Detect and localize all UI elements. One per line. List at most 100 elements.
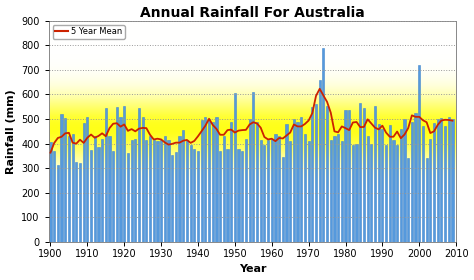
Bar (348, 110, 350, 242)
Bar (105, 108, 107, 242)
Bar (156, 141, 158, 242)
Bar (396, 145, 398, 242)
Bar (451, 119, 454, 242)
Bar (359, 103, 361, 242)
Bar (61, 114, 63, 242)
Bar (145, 140, 147, 242)
Bar (378, 124, 380, 242)
Bar (429, 139, 431, 242)
Bar (160, 140, 162, 242)
Bar (333, 136, 336, 242)
Bar (274, 134, 276, 242)
Bar (175, 152, 177, 242)
Bar (370, 144, 373, 242)
X-axis label: Year: Year (238, 264, 266, 274)
Bar (304, 134, 306, 242)
Bar (75, 162, 77, 242)
Bar (227, 148, 228, 242)
Bar (49, 143, 52, 242)
Bar (237, 148, 240, 242)
Bar (201, 120, 203, 242)
Bar (215, 116, 218, 242)
Bar (381, 129, 383, 242)
Bar (278, 136, 280, 242)
Bar (326, 106, 328, 242)
Bar (230, 122, 232, 242)
Bar (109, 136, 110, 242)
Bar (182, 130, 184, 242)
Y-axis label: Rainfall (mm): Rainfall (mm) (6, 89, 16, 174)
Bar (190, 145, 191, 242)
Bar (72, 134, 74, 242)
Bar (363, 108, 365, 242)
Bar (260, 140, 262, 242)
Bar (197, 151, 199, 242)
Bar (329, 140, 332, 242)
Bar (300, 116, 302, 242)
Bar (411, 122, 413, 242)
Bar (285, 124, 288, 242)
Bar (134, 139, 137, 242)
Bar (267, 140, 269, 242)
Bar (178, 136, 181, 242)
Bar (315, 104, 317, 242)
Bar (282, 157, 284, 242)
Bar (356, 144, 358, 242)
Bar (116, 107, 118, 242)
Bar (193, 148, 195, 242)
Bar (444, 126, 446, 242)
Bar (385, 145, 387, 242)
Bar (234, 93, 236, 242)
Bar (211, 122, 214, 242)
Bar (271, 139, 273, 242)
Bar (68, 136, 70, 242)
Bar (447, 116, 450, 242)
Bar (204, 116, 207, 242)
Bar (308, 141, 310, 242)
Bar (437, 119, 439, 242)
Bar (82, 123, 85, 242)
Bar (440, 118, 443, 242)
Bar (53, 151, 55, 242)
Bar (400, 129, 402, 242)
Bar (90, 150, 92, 242)
Bar (245, 139, 247, 242)
Bar (79, 163, 81, 242)
Bar (311, 107, 313, 242)
Title: Annual Rainfall For Australia: Annual Rainfall For Australia (140, 6, 365, 20)
Bar (241, 151, 243, 242)
Bar (256, 122, 258, 242)
Bar (101, 139, 103, 242)
Bar (319, 80, 321, 242)
Bar (94, 136, 96, 242)
Bar (142, 116, 144, 242)
Bar (341, 141, 343, 242)
Bar (366, 136, 369, 242)
Bar (322, 48, 325, 242)
Bar (119, 116, 122, 242)
Bar (127, 153, 129, 242)
Bar (248, 119, 251, 242)
Bar (167, 140, 170, 242)
Bar (263, 145, 265, 242)
Bar (86, 116, 89, 242)
Bar (407, 158, 409, 242)
Bar (289, 141, 292, 242)
Bar (171, 155, 173, 242)
Bar (112, 151, 114, 242)
Bar (345, 110, 346, 242)
Bar (57, 165, 59, 242)
Bar (64, 118, 66, 242)
Bar (153, 140, 155, 242)
Bar (293, 119, 295, 242)
Bar (164, 136, 166, 242)
Bar (422, 126, 424, 242)
Bar (352, 145, 354, 242)
Bar (186, 140, 188, 242)
Bar (123, 106, 125, 242)
Bar (252, 92, 255, 242)
Bar (374, 106, 376, 242)
Bar (223, 136, 225, 242)
Bar (433, 123, 435, 242)
Bar (426, 158, 428, 242)
